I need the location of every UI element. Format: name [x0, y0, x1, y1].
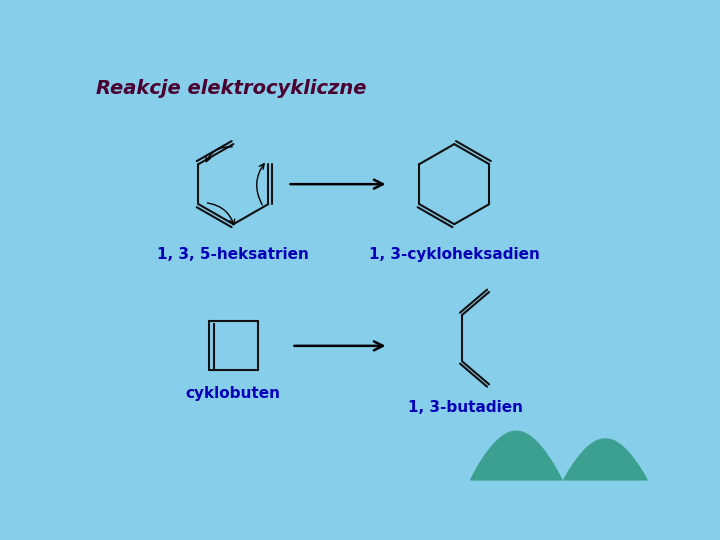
Text: 1, 3-butadien: 1, 3-butadien — [408, 400, 523, 415]
Text: 1, 3, 5-heksatrien: 1, 3, 5-heksatrien — [158, 247, 310, 262]
Text: cyklobuten: cyklobuten — [186, 386, 281, 401]
Text: 1, 3-cykloheksadien: 1, 3-cykloheksadien — [369, 247, 540, 262]
Text: Reakcje elektrocykliczne: Reakcje elektrocykliczne — [96, 79, 366, 98]
Polygon shape — [469, 430, 648, 481]
